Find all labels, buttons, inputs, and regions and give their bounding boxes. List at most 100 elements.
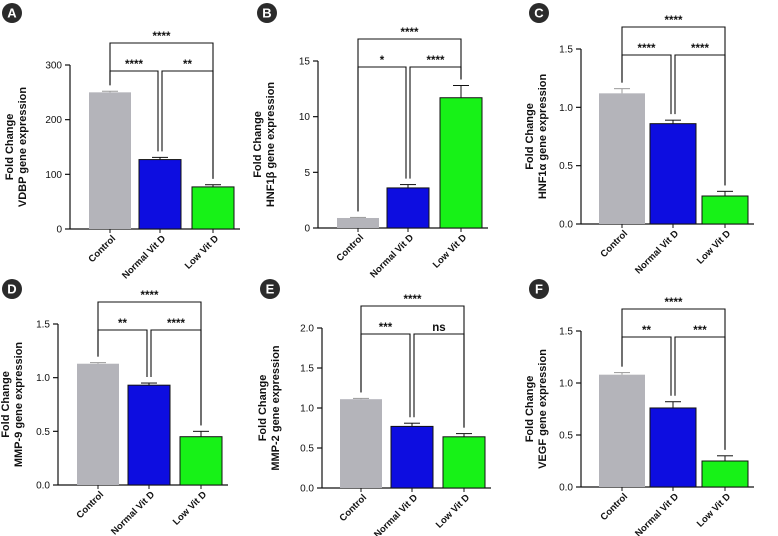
bar-a-normal-vit-d — [138, 159, 182, 230]
category-label-d-control: Control — [74, 489, 106, 521]
y-axis-label-e: Fold ChangeMMP-2 gene expression — [257, 345, 282, 471]
panel-f: F 0.0 0.5 1.0 1.5 Fold ChangeVEGF gene expres… — [524, 279, 754, 536]
category-label-a-normal-vit-d: Normal Vit D — [120, 233, 168, 281]
category-label-b-control: Control — [334, 232, 366, 264]
sig-bracket-f-2 — [674, 336, 726, 450]
bar-f-control — [599, 374, 645, 487]
bar-c-control — [599, 93, 645, 224]
y-tick-label-c-2: 1.0 — [559, 103, 573, 114]
y-tick-label-b-2: 10 — [299, 112, 311, 123]
panel-b: B 0 5 10 15 Fold ChangeHNF1β gene expression C… — [252, 3, 488, 280]
y-tick-label-f-0: 0.0 — [559, 483, 573, 494]
panel-letter-f: F — [535, 282, 543, 297]
sig-label-e-1: *** — [379, 322, 393, 334]
category-label-c-low-vit-d: Low Vit D — [695, 228, 733, 266]
y-tick-label-b-3: 15 — [299, 57, 311, 68]
y-axis-label-c: Fold ChangeHNF1α gene expression — [524, 74, 549, 200]
sig-bracket-a-2 — [161, 70, 214, 179]
y-axis-label-line-d-1: MMP-9 gene expression — [13, 342, 25, 468]
panel-badge-f — [529, 279, 549, 299]
sig-label-d-1: ** — [118, 318, 127, 330]
y-tick-label-a-2: 200 — [45, 115, 62, 126]
sig-bracket-c-1 — [621, 54, 672, 115]
panel-badge-b — [257, 3, 277, 23]
y-tick-label-c-1: 0.5 — [559, 161, 573, 172]
sig-bracket-a-1 — [109, 70, 159, 152]
panel-badge-e — [260, 279, 280, 299]
bar-e-low-vit-d — [442, 436, 486, 489]
panel-letter-a: A — [7, 6, 17, 21]
y-axis-label-line-d-0: Fold Change — [0, 371, 12, 438]
y-axis-label-b: Fold ChangeHNF1β gene expression — [252, 82, 277, 208]
y-axis-label-d: Fold ChangeMMP-9 gene expression — [0, 342, 25, 468]
sig-label-b-1: * — [380, 55, 385, 67]
bar-b-normal-vit-d — [386, 187, 430, 229]
panel-badge-c — [529, 3, 549, 23]
y-axis-label-line-a-0: Fold Change — [4, 114, 16, 181]
category-label-d-low-vit-d: Low Vit D — [171, 489, 209, 527]
category-label-e-control: Control — [337, 492, 369, 524]
y-tick-label-c-3: 1.5 — [559, 45, 573, 56]
panel-a: A 0 100 200 300 Fold ChangeVDBP gene expressi… — [2, 3, 240, 281]
y-tick-label-b-1: 5 — [304, 168, 310, 179]
y-axis-label-line-e-0: Fold Change — [257, 375, 269, 442]
bar-a-control — [89, 92, 131, 229]
bar-d-normal-vit-d — [127, 384, 171, 486]
y-axis-label-line-b-0: Fold Change — [252, 111, 264, 178]
sig-bracket-c-2 — [674, 54, 726, 186]
y-tick-label-f-1: 0.5 — [559, 431, 573, 442]
y-axis-label-line-c-1: HNF1α gene expression — [537, 74, 549, 200]
bar-e-normal-vit-d — [390, 425, 434, 489]
bar-d-control — [77, 363, 119, 485]
bar-a-low-vit-d — [191, 186, 235, 230]
category-label-c-control: Control — [598, 228, 630, 260]
sig-bracket-e-1 — [360, 333, 411, 418]
panel-badge-a — [2, 3, 22, 23]
category-label-b-low-vit-d: Low Vit D — [431, 232, 469, 270]
bar-b-control — [337, 217, 379, 228]
sig-bracket-d-2 — [150, 329, 202, 426]
category-label-f-low-vit-d: Low Vit D — [695, 491, 733, 529]
sig-label-d-0: **** — [141, 290, 159, 302]
bar-c-low-vit-d — [701, 195, 749, 225]
bar-d-low-vit-d — [179, 436, 223, 486]
category-label-f-normal-vit-d: Normal Vit D — [633, 491, 681, 536]
category-label-b-normal-vit-d: Normal Vit D — [368, 232, 416, 280]
bar-e-control — [340, 399, 382, 488]
y-tick-label-f-2: 1.0 — [559, 379, 573, 390]
category-label-e-low-vit-d: Low Vit D — [434, 492, 472, 530]
panel-letter-e: E — [266, 282, 275, 297]
sig-bracket-d-1 — [97, 329, 148, 378]
bar-f-normal-vit-d — [649, 407, 697, 488]
category-label-a-control: Control — [86, 233, 118, 265]
sig-bracket-f-1 — [621, 336, 672, 396]
sig-label-d-2: **** — [167, 318, 185, 330]
sig-bracket-b-1 — [357, 66, 407, 212]
sig-label-e-2: ns — [432, 322, 445, 334]
panel-letter-d: D — [7, 282, 16, 297]
y-tick-label-e-0: 0.0 — [300, 484, 314, 495]
sig-label-c-2: **** — [691, 43, 709, 55]
sig-bracket-b-2 — [409, 66, 462, 179]
bar-f-low-vit-d — [701, 460, 749, 488]
panel-badge-d — [2, 279, 22, 299]
y-tick-label-c-0: 0.0 — [559, 220, 573, 231]
y-tick-label-f-3: 1.5 — [559, 327, 573, 338]
panel-letter-c: C — [534, 6, 544, 21]
panel-letter-b: B — [262, 6, 271, 21]
y-axis-label-line-b-1: HNF1β gene expression — [265, 82, 277, 208]
y-tick-label-d-0: 0.0 — [36, 481, 50, 492]
sig-label-f-1: ** — [642, 325, 651, 337]
bar-b-low-vit-d — [439, 97, 483, 229]
sig-label-e-0: **** — [404, 294, 422, 306]
y-axis-label-line-f-1: VEGF gene expression — [537, 349, 549, 469]
y-tick-label-a-0: 0 — [56, 225, 62, 236]
sig-label-a-0: **** — [153, 31, 171, 43]
sig-label-a-1: **** — [125, 59, 143, 71]
sig-label-b-2: **** — [427, 55, 445, 67]
category-label-e-normal-vit-d: Normal Vit D — [372, 492, 420, 536]
y-tick-label-a-3: 300 — [45, 61, 62, 72]
sig-label-f-0: **** — [665, 297, 683, 309]
y-tick-label-e-2: 1.0 — [300, 404, 314, 415]
